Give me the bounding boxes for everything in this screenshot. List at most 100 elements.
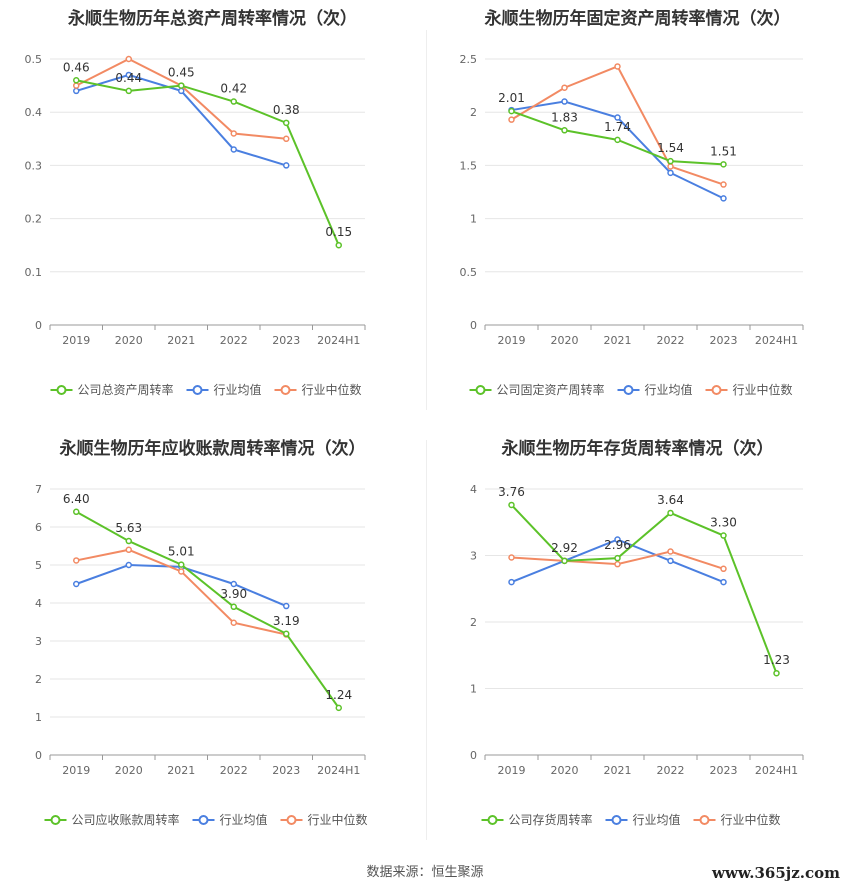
y-tick-label: 1 [470, 683, 477, 696]
data-point-company [125, 87, 132, 95]
data-label: 3.76 [498, 485, 525, 499]
data-point-company [508, 501, 515, 509]
y-tick-label: 0 [35, 319, 42, 332]
legend-label-industry-median: 行业中位数 [302, 382, 362, 397]
legend-marker-industry-avg [198, 815, 209, 825]
x-tick-label: 2021 [604, 764, 632, 777]
legend-label-company: 公司存货周转率 [509, 812, 593, 827]
x-tick-label: 2024H1 [317, 764, 360, 777]
data-label: 0.44 [115, 71, 142, 85]
data-point-industry-avg [614, 536, 621, 543]
data-point-company [230, 98, 237, 105]
data-point-company [561, 557, 568, 565]
legend-marker-industry-avg [192, 385, 203, 395]
data-point-company [773, 669, 780, 677]
data-point-company [508, 107, 515, 115]
data-point-company [614, 136, 621, 144]
data-point-company [614, 554, 621, 562]
data-point-industry-avg [283, 602, 290, 610]
x-tick-label: 2019 [62, 764, 90, 777]
data-label: 1.74 [604, 120, 631, 134]
data-point-industry-median [720, 565, 727, 573]
chart-panel-fixed-assets: 永顺生物历年固定资产周转率情况（次） 0 0.5 1 1.5 2 2.5 2019 2020 2… [425, 0, 850, 430]
x-tick-label: 2021 [604, 334, 632, 347]
x-tick-label: 2024H1 [755, 334, 798, 347]
data-point-industry-median [508, 116, 515, 123]
y-tick-label: 2 [470, 616, 477, 629]
data-point-industry-avg [73, 580, 80, 588]
y-tick-label: 7 [35, 483, 42, 496]
chart-title: 永顺生物历年总资产周转率情况（次） [68, 9, 357, 29]
legend-marker-industry-avg [623, 385, 634, 395]
series-line-company [76, 79, 340, 246]
x-tick-label: 2019 [498, 764, 526, 777]
data-label: 1.83 [551, 110, 578, 124]
y-tick-label: 0.2 [25, 213, 43, 226]
legend-label-industry-avg: 行业均值 [214, 382, 262, 397]
y-tick-label: 1.5 [460, 159, 478, 172]
x-tick-label: 2021 [167, 334, 195, 347]
legend-label-industry-avg: 行业均值 [633, 812, 681, 827]
data-point-industry-median [125, 55, 132, 63]
legend-label-company: 公司总资产周转率 [78, 382, 174, 397]
series-line-company [510, 504, 778, 674]
y-tick-label: 0.5 [25, 53, 43, 66]
data-point-company [561, 127, 568, 134]
data-source-note: 数据来源：恒生聚源 [366, 865, 484, 880]
data-point-industry-avg [230, 146, 237, 153]
data-point-industry-avg [667, 557, 674, 565]
legend-label-industry-avg: 行业均值 [220, 812, 268, 827]
y-tick-label: 4 [470, 483, 477, 496]
data-point-industry-avg [230, 580, 237, 588]
legend-label-industry-avg: 行业均值 [645, 382, 693, 397]
data-point-company [720, 161, 727, 168]
x-tick-label: 2023 [272, 764, 300, 777]
data-label: 1.24 [325, 688, 352, 702]
data-point-company [73, 508, 80, 516]
y-tick-label: 0 [35, 749, 42, 762]
legend-marker-industry-median [699, 815, 710, 825]
data-point-industry-median [178, 568, 185, 575]
y-tick-label: 1 [35, 711, 42, 724]
data-point-industry-avg [508, 578, 515, 586]
x-tick-label: 2019 [62, 334, 90, 347]
legend-marker-company [475, 385, 486, 395]
data-point-industry-avg [667, 169, 674, 177]
data-label: 3.64 [657, 493, 684, 507]
data-label: 0.38 [273, 103, 300, 117]
data-point-company [178, 82, 185, 89]
y-tick-label: 0 [470, 749, 477, 762]
chart-plot: 0 0.1 0.2 0.3 0.4 0.5 2019 2020 2021 2022 2023 2024… [25, 53, 366, 397]
data-point-company [125, 537, 132, 545]
data-point-industry-avg [720, 195, 727, 202]
series-line-company [75, 510, 340, 709]
data-point-industry-avg [561, 98, 568, 105]
data-label: 2.01 [498, 91, 525, 105]
legend-marker-company [487, 815, 498, 825]
y-tick-label: 6 [35, 521, 42, 534]
y-tick-label: 0 [470, 319, 477, 332]
x-tick-label: 2023 [710, 334, 738, 347]
x-tick-label: 2023 [272, 334, 300, 347]
data-label: 0.45 [168, 66, 195, 80]
y-tick-label: 1 [470, 213, 477, 226]
chart-title: 永顺生物历年固定资产周转率情况（次） [484, 9, 791, 29]
data-point-industry-avg [73, 87, 80, 95]
x-tick-label: 2022 [657, 764, 685, 777]
data-point-industry-median [283, 135, 290, 143]
y-tick-label: 2.5 [460, 53, 478, 66]
legend-label-industry-median: 行业中位数 [308, 812, 368, 827]
data-point-industry-median [614, 560, 621, 568]
data-point-industry-avg [283, 162, 290, 169]
data-point-industry-median [230, 619, 237, 627]
data-point-industry-avg [125, 71, 132, 79]
data-label: 0.15 [325, 225, 352, 239]
data-label: 0.42 [220, 82, 247, 96]
x-tick-label: 2020 [115, 334, 143, 347]
data-point-industry-median [667, 163, 674, 170]
chart-title: 永顺生物历年存货周转率情况（次） [501, 439, 774, 459]
legend-label-company: 公司应收账款周转率 [72, 812, 180, 827]
x-tick-label: 2024H1 [317, 334, 360, 347]
data-point-industry-avg [125, 561, 132, 569]
x-tick-label: 2020 [551, 334, 579, 347]
